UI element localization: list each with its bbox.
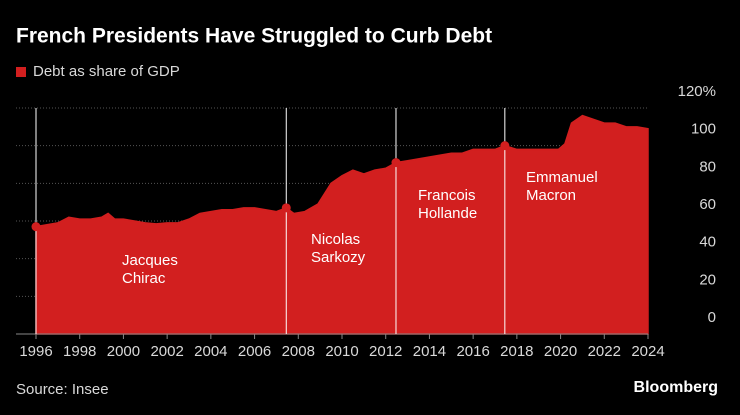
annotation-label: Jacques — [122, 252, 178, 269]
x-tick-label: 1998 — [63, 343, 96, 360]
x-tick-label: 2006 — [238, 343, 271, 360]
x-tick-label: 2018 — [500, 343, 533, 360]
x-tick-label: 2012 — [369, 343, 402, 360]
x-tick-label: 1996 — [19, 343, 52, 360]
annotation-label: Hollande — [418, 205, 477, 222]
annotation-label: Emmanuel — [526, 169, 598, 186]
x-tick-label: 2020 — [544, 343, 577, 360]
area — [35, 114, 649, 335]
legend-swatch — [16, 67, 26, 77]
term-marker — [31, 222, 41, 232]
annotation-label: Sarkozy — [311, 249, 366, 266]
y-tick-label: 40 — [699, 234, 716, 251]
annotation-label: Chirac — [122, 270, 166, 287]
x-tick-label: 2024 — [631, 343, 664, 360]
source: Source: Insee — [16, 381, 109, 398]
x-tick-label: 2004 — [194, 343, 227, 360]
brand: Bloomberg — [634, 379, 718, 396]
y-tick-label: 20 — [699, 271, 716, 288]
term-marker — [500, 141, 510, 151]
y-tick-label: 60 — [699, 196, 716, 213]
x-tick-label: 2000 — [107, 343, 140, 360]
annotation-label: Macron — [526, 187, 576, 204]
annotation-label: Nicolas — [311, 231, 360, 248]
term-marker — [391, 158, 401, 168]
term-marker — [281, 203, 291, 213]
y-tick-label: 0 — [708, 309, 716, 326]
x-tick-label: 2014 — [413, 343, 446, 360]
y-tick-label: 100 — [691, 121, 716, 138]
x-tick-label: 2002 — [150, 343, 183, 360]
chart-title: French Presidents Have Struggled to Curb… — [16, 25, 492, 48]
x-tick-label: 2022 — [588, 343, 621, 360]
y-tick-label: 80 — [699, 158, 716, 175]
legend-label: Debt as share of GDP — [33, 63, 180, 80]
x-tick-label: 2010 — [325, 343, 358, 360]
y-tick-label: 120% — [678, 83, 716, 100]
annotation-label: Francois — [418, 187, 476, 204]
x-tick-label: 2008 — [282, 343, 315, 360]
x-tick-label: 2016 — [456, 343, 489, 360]
